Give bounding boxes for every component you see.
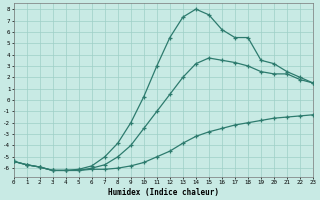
X-axis label: Humidex (Indice chaleur): Humidex (Indice chaleur) (108, 188, 219, 197)
